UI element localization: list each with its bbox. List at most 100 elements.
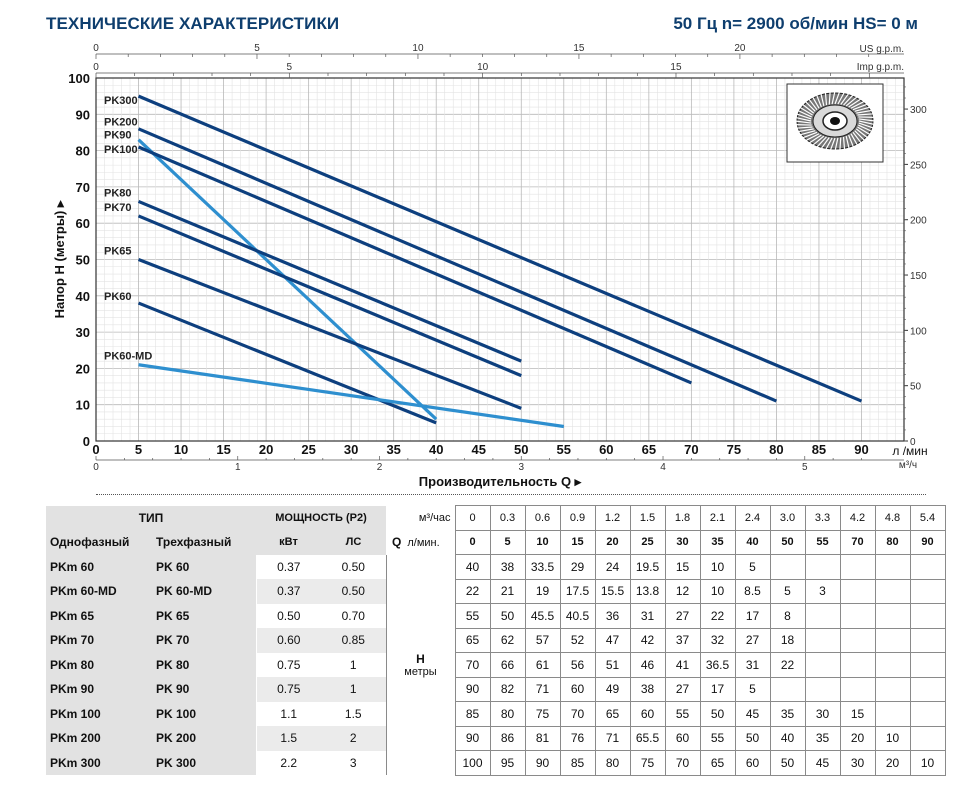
model-three-phase: PK 60-MD [152,579,256,604]
head-value: 90 [524,750,561,776]
q-label: Q [392,535,402,550]
y2-tick-label: 200 [910,216,927,227]
head-value: 100 [454,750,491,776]
head-value: 70 [664,750,701,776]
q-lmin-cell: 25 [629,529,666,555]
q-m3h-cell: 0 [454,505,491,531]
impeller-vane [858,120,875,126]
head-value: 42 [629,627,666,653]
head-value [769,676,806,702]
usgpm-tick-label: 15 [573,43,585,54]
head-value: 66 [489,652,526,678]
head-value: 49 [594,676,631,702]
impeller-vane [801,103,815,114]
x-tick-label: 10 [174,442,188,457]
head-value: 36.5 [699,652,736,678]
y-axis-label: Напор Н (метры) ▸ [52,199,67,318]
series-label-pk60: PK60 [104,291,132,303]
impeller-vane [795,116,812,122]
head-value: 27 [664,676,701,702]
head-value: 19.5 [629,554,666,580]
x-tick-label: 40 [429,442,443,457]
x-tick-label: 0 [92,442,99,457]
y-tick-label: 70 [76,180,90,195]
series-line-pk200 [137,127,778,403]
model-single-phase: PKm 90 [46,677,152,702]
m3h-tick-label: 2 [377,462,383,473]
head-value [874,652,911,678]
head-value: 86 [489,725,526,751]
x-tick-label: 70 [684,442,698,457]
model-three-phase: PK 90 [152,677,256,702]
power-kw: 1.1 [255,701,321,726]
table-header-row: ТИП МОЩНОСТЬ (P2) м³/час 0 0.3 0.6 0.9 1.2 1.5 1.… [46,505,946,531]
power-hp: 1.5 [344,706,362,721]
q-lmin-cell: 70 [839,529,876,555]
head-value [874,603,911,629]
x-tick-label: 30 [344,442,358,457]
impeller-vane [855,128,869,139]
model-single-phase: PKm 300 [46,750,152,775]
head-value: 55 [664,701,701,727]
head-value: 17 [699,676,736,702]
q-lmin-cell: 50 [769,529,806,555]
m3h-unit: м³/ч [899,460,917,471]
series-line-pk65 [137,258,522,410]
table-row: PKm 70 PK 70 0.60 0.85 65 62 57 52 47 42 37 32 27 18 [46,627,946,653]
head-value [839,603,876,629]
x-tick-label: 50 [514,442,528,457]
model-single-phase: PKm 80 [46,652,152,677]
x-tick-label: 5 [135,442,142,457]
q-m3h-cell: 0.6 [524,505,561,531]
q-lmin-cell: 0 [454,529,491,555]
q-m3h-cell: 1.5 [629,505,666,531]
head-value: 38 [489,554,526,580]
head-value [804,676,841,702]
power-kw: 0.75 [255,677,321,702]
y-tick-label: 90 [76,107,90,122]
usgpm-unit: US g.p.m. [860,44,904,55]
q-m3h-cell: 4.8 [874,505,911,531]
impeller-vane [820,92,825,107]
head-value: 75 [524,701,561,727]
power-kw: 0.75 [255,652,321,677]
head-value: 52 [559,627,596,653]
head-value: 60 [664,725,701,751]
impeller-vane [794,120,812,124]
head-value: 27 [664,603,701,629]
y2-tick-label: 100 [910,326,927,337]
head-value: 70 [559,701,596,727]
model-three-phase: PK 65 [152,603,256,628]
three-phase-header: Трехфазный [152,530,256,555]
series-label-pk60-md: PK60-MD [104,351,152,363]
impeller-vane [848,98,862,108]
head-value [804,652,841,678]
impeller-vane [796,126,813,129]
m3h-tick-label: 0 [93,462,99,473]
head-value: 60 [734,750,771,776]
h-unit-label: метры [404,665,437,678]
q-lmin-cell: 80 [874,529,911,555]
impeller-vane [837,91,846,105]
x-tick-label: 35 [386,442,400,457]
head-value: 50 [699,701,736,727]
table-row: PKm 300 PK 300 2.2 3 100 95 90 85 80 75 70 65 60 50 45… [46,750,946,776]
head-value [909,725,946,751]
impeller-vane [811,96,820,109]
impeller-vane [797,128,814,133]
series-line-pk60-md [138,363,565,429]
plot-frame [95,77,905,442]
head-value: 65.5 [629,725,666,751]
head-value: 57 [524,627,561,653]
head-value: 15 [839,701,876,727]
power-hp: 3 [349,755,357,770]
impeller-vane [842,136,846,151]
hp-header: ЛС [321,530,386,555]
table-row: PKm 65 PK 65 0.50 0.70 55 50 45.5 40.5 36 31 27 22 1… [46,603,946,629]
q-m3h-cell: 3.3 [804,505,841,531]
lmin-unit-label: л/мин. [407,537,440,550]
impeller-shaft [830,117,840,125]
head-value: 17.5 [559,578,596,604]
